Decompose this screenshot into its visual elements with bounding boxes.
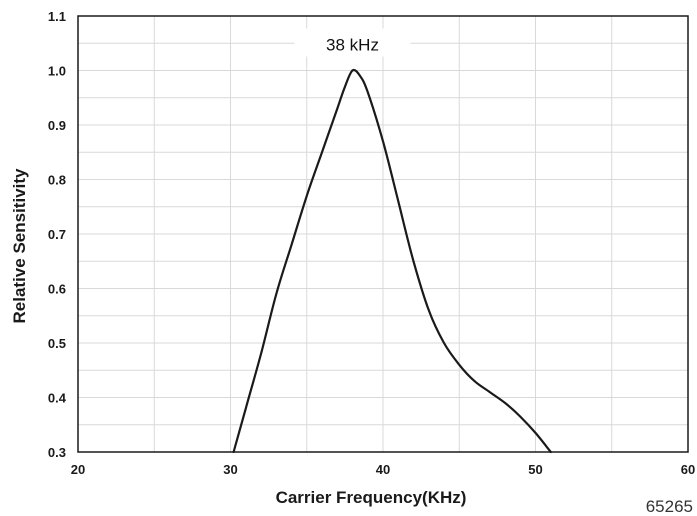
peak-annotation: 38 kHz xyxy=(326,36,379,55)
series-group xyxy=(232,68,552,454)
x-axis-label: Carrier Frequency(KHz) xyxy=(276,488,467,507)
y-tick-label: 0.6 xyxy=(48,282,66,297)
series-line-0 xyxy=(232,68,552,454)
y-tick-label: 1.0 xyxy=(48,64,66,79)
y-tick-label: 0.8 xyxy=(48,173,66,188)
x-tick-label: 60 xyxy=(681,462,695,477)
y-tick-label: 1.1 xyxy=(48,9,66,24)
grid xyxy=(78,16,688,452)
y-tick-label: 0.3 xyxy=(48,445,66,460)
y-tick-label: 0.5 xyxy=(48,336,66,351)
y-tick-label: 0.7 xyxy=(48,227,66,242)
y-axis-label: Relative Sensitivity xyxy=(10,168,29,324)
x-tick-label: 50 xyxy=(528,462,542,477)
y-tick-labels: 0.3 0.4 0.5 0.6 0.7 0.8 0.9 1.0 1.1 xyxy=(48,9,67,460)
x-tick-labels: 20 30 40 50 60 xyxy=(71,462,695,477)
x-tick-label: 20 xyxy=(71,462,85,477)
y-tick-label: 0.4 xyxy=(48,391,67,406)
x-tick-label: 40 xyxy=(376,462,390,477)
figure-number: 65265 xyxy=(646,497,693,516)
x-tick-label: 30 xyxy=(223,462,237,477)
plot-frame xyxy=(77,15,689,453)
annotation-box xyxy=(294,28,411,57)
y-tick-label: 0.9 xyxy=(48,118,66,133)
annotations: 38 kHz xyxy=(294,28,411,57)
